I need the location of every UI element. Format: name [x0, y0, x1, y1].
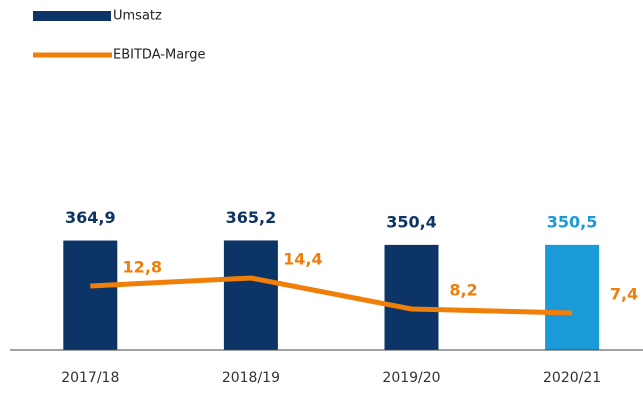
bar-value-label: 364,9: [65, 208, 116, 227]
x-tick-label: 2019/20: [382, 370, 440, 386]
bar: [63, 240, 118, 350]
line: [90, 275, 573, 316]
legend-swatch: [33, 11, 111, 21]
bar: [384, 244, 439, 350]
legend-label: Umsatz: [113, 9, 162, 24]
bar: [223, 240, 278, 350]
line-value-label: 8,2: [449, 281, 477, 300]
bar-value-label: 365,2: [226, 208, 277, 227]
bar: [545, 244, 600, 350]
x-tick-label: 2017/18: [61, 370, 119, 386]
line-value-label: 14,4: [283, 250, 322, 269]
line-value-label: 7,4: [610, 285, 638, 304]
line-value-label: 12,8: [123, 258, 162, 277]
bar-value-label: 350,4: [386, 212, 437, 231]
x-tick-label: 2018/19: [222, 370, 280, 386]
bar-value-label: 350,5: [547, 212, 598, 231]
legend-label: EBITDA-Marge: [113, 48, 206, 63]
x-tick-label: 2020/21: [543, 370, 601, 386]
